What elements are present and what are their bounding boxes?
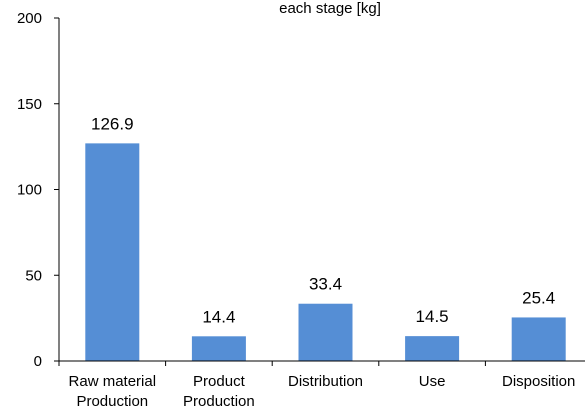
x-tick-label: Raw material Production	[69, 373, 157, 410]
bar	[405, 336, 460, 361]
y-tick-label: 50	[25, 267, 42, 284]
data-label: 25.4	[522, 288, 555, 307]
y-tick-label: 150	[17, 96, 42, 113]
bars-group: 126.9 14.4 33.4 14.5 25.4	[85, 114, 566, 361]
bar	[85, 143, 140, 361]
x-axis: Raw material Production Product Production D…	[58, 360, 585, 410]
y-tick-label: 0	[34, 353, 42, 370]
x-tick-label: Product Production	[183, 373, 255, 410]
y-axis: 0 50 100 150 200	[17, 10, 60, 370]
bar	[191, 336, 246, 361]
x-tick-label: Distribution	[288, 373, 363, 390]
y-tick-label: 100	[17, 182, 42, 199]
chart-title: each stage [kg]	[279, 0, 381, 17]
data-label: 14.5	[416, 307, 449, 326]
data-label: 14.4	[202, 307, 235, 326]
y-tick-label: 200	[17, 10, 42, 27]
bar	[298, 303, 353, 361]
bar	[511, 317, 566, 361]
data-label: 33.4	[309, 275, 342, 294]
x-tick-label: Use	[419, 373, 446, 390]
x-tick-label: Disposition	[502, 373, 575, 390]
data-label: 126.9	[91, 114, 134, 133]
